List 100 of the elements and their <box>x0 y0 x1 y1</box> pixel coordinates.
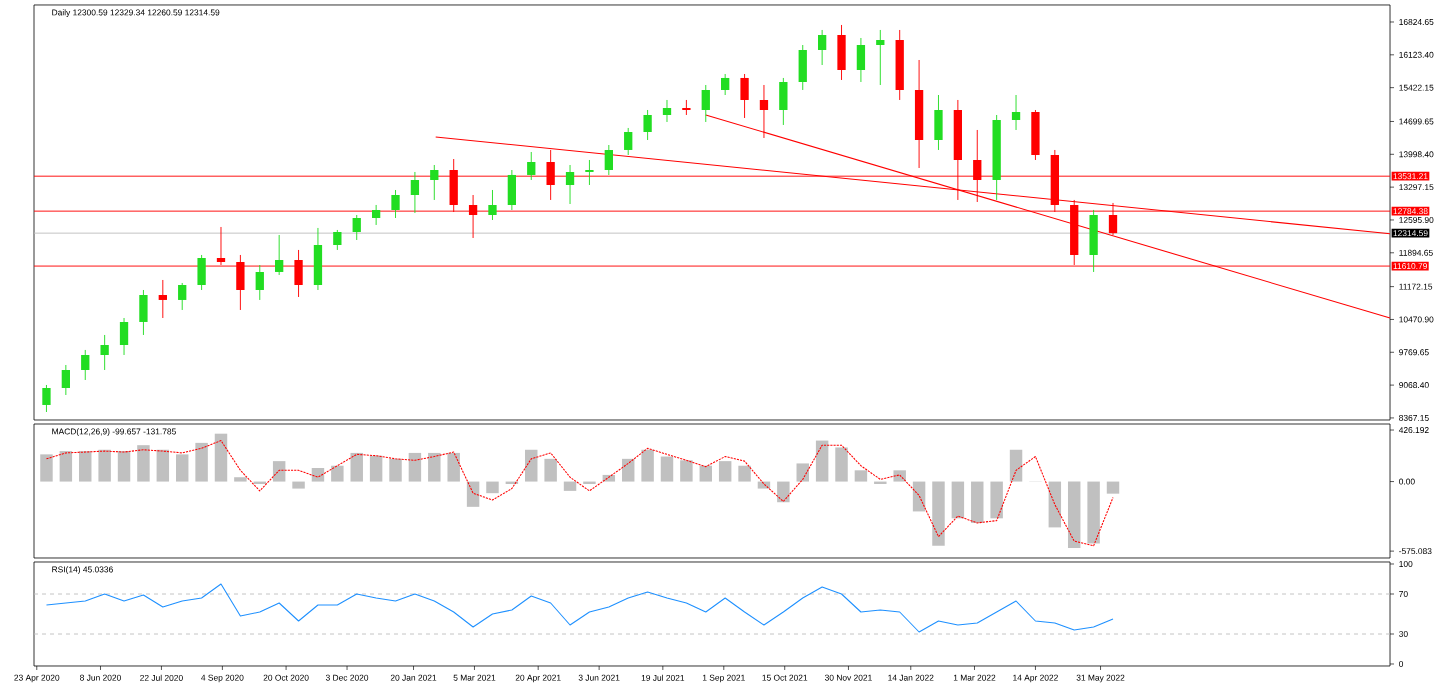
bar <box>466 481 480 507</box>
bar <box>932 481 945 546</box>
candlestick <box>119 317 129 356</box>
bar <box>971 481 984 523</box>
x-tick-label: 19 Jul 2021 <box>641 674 685 681</box>
bar <box>195 442 208 482</box>
candlestick <box>488 189 497 221</box>
chart-title: MACD(12,26,9) -99.657 -131.785 <box>52 428 176 437</box>
candlestick <box>178 282 187 311</box>
x-tick-label: 14 Apr 2022 <box>1013 674 1058 683</box>
bar <box>835 447 848 482</box>
bar <box>40 454 53 482</box>
y-tick-label: 0.00 <box>1399 478 1415 485</box>
x-tick-label: 20 Apr 2021 <box>515 674 561 683</box>
x-tick-label: 30 Nov 2021 <box>824 674 872 681</box>
bar <box>486 481 499 494</box>
y-tick-label: 11172.15 <box>1399 283 1433 290</box>
y-tick-label: 13297.15 <box>1399 184 1434 191</box>
candlestick <box>565 164 575 205</box>
bar <box>525 449 538 482</box>
candlestick <box>333 229 342 251</box>
x-tick-label: 20 Jan 2021 <box>390 674 437 681</box>
y-tick-label: 15422.15 <box>1399 84 1434 91</box>
bar <box>815 440 829 482</box>
candlestick <box>585 159 594 186</box>
candlestick <box>1011 94 1021 131</box>
x-tick-label: 31 May 2022 <box>1076 674 1125 683</box>
x-tick-label: 4 Sep 2020 <box>201 674 244 683</box>
bar <box>408 452 422 482</box>
bar <box>447 452 460 482</box>
candlestick <box>430 164 439 201</box>
x-tick-label: 3 Dec 2020 <box>325 674 369 681</box>
bar <box>563 481 577 491</box>
bar <box>331 465 344 482</box>
bar <box>641 449 654 482</box>
y-tick-label: 0 <box>1399 661 1404 667</box>
bar <box>544 458 557 482</box>
bar <box>98 449 111 482</box>
x-tick-label: 1 Mar 2022 <box>953 674 996 681</box>
candlestick <box>662 99 672 123</box>
x-tick-label: 15 Oct 2021 <box>762 674 808 681</box>
bar <box>1009 449 1023 482</box>
bar <box>893 470 906 482</box>
x-tick-label: 20 Oct 2020 <box>263 674 309 681</box>
y-tick-label: 70 <box>1399 591 1408 597</box>
bar <box>738 465 751 482</box>
y-tick-label: 9769.65 <box>1399 349 1429 356</box>
y-tick-label: 11894.65 <box>1399 249 1433 256</box>
ref-line-label: 12314.59 <box>1393 230 1428 237</box>
candlestick <box>81 349 90 381</box>
bar <box>1048 481 1062 528</box>
x-tick-label: 8 Jun 2020 <box>80 674 121 681</box>
y-tick-label: 13998.40 <box>1399 151 1434 158</box>
x-tick-label: 1 Sep 2021 <box>702 674 745 683</box>
candlestick <box>100 334 109 371</box>
ref-line-label: 11610.79 <box>1393 263 1427 270</box>
bar <box>428 452 441 482</box>
bar <box>389 458 402 482</box>
bar <box>854 470 868 482</box>
x-tick-label: 14 Jan 2022 <box>888 674 934 681</box>
bar <box>272 461 286 482</box>
bar <box>369 455 383 482</box>
bar <box>990 481 1003 519</box>
candlestick <box>275 234 284 276</box>
bar <box>680 460 693 482</box>
candlestick <box>42 384 51 413</box>
y-tick-label: 16123.40 <box>1399 51 1434 58</box>
bar <box>175 454 189 482</box>
bar <box>59 451 73 482</box>
x-tick-label: 3 Jun 2021 <box>578 674 620 681</box>
bar <box>660 456 674 482</box>
candlestick <box>701 84 710 123</box>
chart-title: RSI(14) 45.0336 <box>52 566 113 575</box>
candlestick <box>682 99 691 116</box>
y-tick-label: -575.083 <box>1399 548 1432 555</box>
bar <box>621 458 635 482</box>
bar <box>234 477 247 482</box>
y-tick-label: 14699.65 <box>1399 118 1434 125</box>
bar <box>137 445 150 482</box>
bar <box>350 452 363 482</box>
bar <box>699 465 713 482</box>
bar <box>777 481 790 503</box>
bar <box>951 481 965 519</box>
x-tick-label: 5 Mar 2021 <box>453 674 496 681</box>
candlestick <box>721 73 730 96</box>
candlestick <box>61 364 71 396</box>
y-tick-label: 426.192 <box>1398 427 1429 433</box>
line-series <box>45 440 1114 547</box>
bar <box>1067 481 1081 548</box>
y-tick-label: 30 <box>1399 631 1408 637</box>
x-tick-label: 23 Apr 2020 <box>14 674 60 683</box>
candlestick <box>255 264 264 301</box>
y-tick-label: 9068.40 <box>1399 382 1429 389</box>
candlestick <box>604 144 613 176</box>
candlestick <box>624 127 633 156</box>
x-tick-label: 22 Jul 2020 <box>140 674 183 681</box>
y-tick-label: 16824.65 <box>1399 19 1434 25</box>
candlestick <box>158 279 167 319</box>
candlestick <box>740 73 749 119</box>
y-tick-label: 10470.90 <box>1399 316 1434 323</box>
